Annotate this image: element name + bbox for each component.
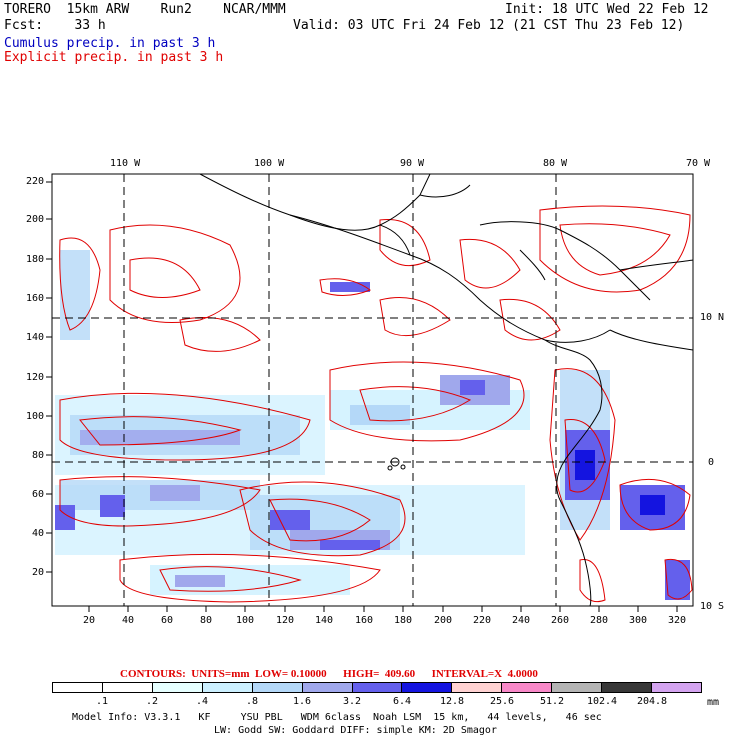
explicit-contours (59, 205, 693, 603)
graticule (52, 174, 693, 606)
x-label-280: 280 (590, 615, 609, 626)
y-label-200: 200 (26, 214, 45, 225)
colorbar-level-label: 12.8 (439, 696, 465, 707)
x-label-180: 180 (394, 615, 413, 626)
x-label-240: 240 (512, 615, 531, 626)
y-label-140: 140 (26, 332, 45, 343)
init-time: Init: 18 UTC Wed 22 Feb 12 (505, 2, 709, 17)
x-label-320: 320 (668, 615, 687, 626)
lon-label-70w: 70 W (686, 158, 711, 169)
x-label-60: 60 (161, 615, 174, 626)
colorbar-unit: mm (707, 697, 720, 708)
x-label-80: 80 (200, 615, 213, 626)
y-label-220: 220 (26, 176, 45, 187)
lat-label-10n: 10 N (700, 312, 725, 323)
cumulus-legend-label: Cumulus precip. in past 3 h (4, 36, 216, 51)
colorbar-swatch (352, 683, 403, 692)
colorbar-level-label: 3.2 (342, 696, 362, 707)
y-label-40: 40 (32, 528, 45, 539)
map-frame (51, 173, 694, 607)
y-label-160: 160 (26, 293, 45, 304)
explicit-legend-label: Explicit precip. in past 3 h (4, 50, 224, 65)
x-label-200: 200 (434, 615, 453, 626)
colorbar-swatch (402, 683, 453, 692)
colorbar-level-label: 204.8 (636, 696, 668, 707)
x-label-120: 120 (276, 615, 295, 626)
y-label-60: 60 (32, 489, 45, 500)
colorbar-labels: .1 .2 .4 .8 1.6 3.2 6.4 12.8 25.6 51.2 102.4 204.8 (52, 696, 702, 708)
lon-label-110w: 110 W (110, 158, 141, 169)
contour-info: CONTOURS: UNITS=mm LOW= 0.10000 HIGH= 40… (120, 668, 538, 680)
model-title: TORERO 15km ARW Run2 NCAR/MMM (4, 2, 286, 17)
colorbar-level-label: 51.2 (539, 696, 565, 707)
colorbar-level-label: 102.4 (586, 696, 618, 707)
model-physics: LW: Godd SW: Goddard DIFF: simple KM: 2D… (214, 725, 497, 736)
colorbar (52, 682, 702, 693)
lat-label-0: 0 (708, 457, 715, 468)
x-label-260: 260 (551, 615, 570, 626)
colorbar-swatch (53, 683, 103, 692)
colorbar-level-label: 25.6 (489, 696, 515, 707)
y-label-180: 180 (26, 254, 45, 265)
colorbar-swatch (202, 683, 253, 692)
lon-label-100w: 100 W (254, 158, 285, 169)
colorbar-level-label: 6.4 (392, 696, 412, 707)
colorbar-swatch (102, 683, 153, 692)
x-label-20: 20 (83, 615, 96, 626)
colorbar-level-label: .2 (145, 696, 159, 707)
y-label-120: 120 (26, 372, 45, 383)
y-label-80: 80 (32, 450, 45, 461)
forecast-hour: Fcst: 33 h (4, 18, 106, 33)
model-info: Model Info: V3.3.1 KF YSU PBL WDM 6class… (72, 712, 602, 723)
lon-label-90w: 90 W (400, 158, 425, 169)
colorbar-swatch (652, 683, 701, 692)
x-label-100: 100 (236, 615, 255, 626)
colorbar-level-label: .1 (95, 696, 109, 707)
axis-ticks (46, 181, 678, 612)
lat-label-10s: 10 S (700, 601, 725, 612)
colorbar-swatch (452, 683, 503, 692)
colorbar-swatch (252, 683, 303, 692)
colorbar-swatch (602, 683, 653, 692)
colorbar-level-label: .8 (245, 696, 259, 707)
x-label-220: 220 (473, 615, 492, 626)
coastlines (199, 174, 693, 606)
precip-shading (55, 250, 690, 600)
x-label-160: 160 (355, 615, 374, 626)
x-label-40: 40 (122, 615, 135, 626)
colorbar-level-label: 1.6 (292, 696, 312, 707)
colorbar-swatch (502, 683, 553, 692)
colorbar-swatch (152, 683, 203, 692)
colorbar-level-label: .4 (195, 696, 209, 707)
y-label-100: 100 (26, 411, 45, 422)
x-label-140: 140 (315, 615, 334, 626)
x-label-300: 300 (629, 615, 648, 626)
colorbar-swatch (552, 683, 603, 692)
colorbar-swatch (302, 683, 353, 692)
valid-time: Valid: 03 UTC Fri 24 Feb 12 (21 CST Thu … (293, 18, 685, 33)
galapagos-islands (387, 457, 406, 471)
lon-label-80w: 80 W (543, 158, 568, 169)
y-label-20: 20 (32, 567, 45, 578)
